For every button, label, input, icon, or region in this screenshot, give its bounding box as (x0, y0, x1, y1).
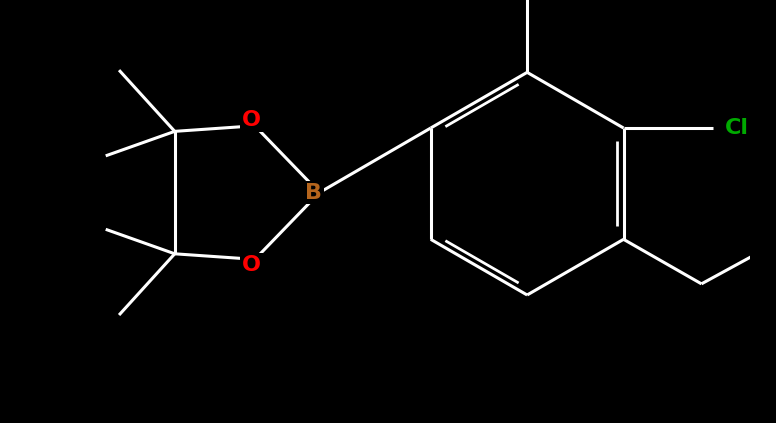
Text: Cl: Cl (725, 118, 749, 138)
Text: B: B (306, 183, 322, 203)
Text: O: O (242, 255, 261, 275)
Text: O: O (242, 110, 261, 130)
